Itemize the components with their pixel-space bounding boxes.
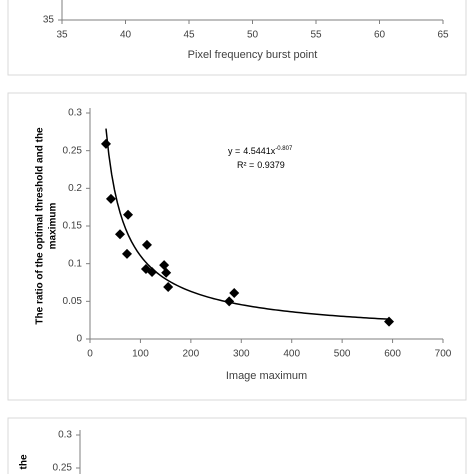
point (141, 239, 152, 250)
y-tick-label: 0.3 (68, 108, 82, 119)
eq-lhs: y = (228, 146, 240, 156)
point (122, 248, 133, 259)
y-axis-label: the (19, 454, 30, 469)
x-axis-label: Image maximum (226, 370, 307, 382)
point (159, 260, 170, 271)
panel-bottom (7, 417, 467, 474)
y-tick-label: 0.1 (68, 258, 82, 269)
point (100, 138, 111, 149)
panel-top (7, 0, 467, 76)
x-tick-label: 0 (87, 349, 93, 360)
point (147, 266, 158, 277)
point (229, 288, 240, 299)
point (105, 193, 116, 204)
x-axis-label: Pixel frequency burst point (188, 49, 318, 61)
x-tick-label: 60 (374, 30, 386, 41)
x-tick-label: 65 (437, 30, 449, 41)
x-tick-label: 400 (283, 349, 300, 360)
x-tick-label: 35 (56, 30, 68, 41)
y-tick-label: 35 (43, 15, 55, 26)
eq-coef: 4.5441 (243, 146, 271, 156)
trend-equation: y = 4.5441x-0.807 (228, 146, 293, 157)
y-tick-label: 0.25 (53, 463, 73, 474)
point (161, 267, 172, 278)
x-tick-label: 300 (233, 349, 250, 360)
x-tick-label: 45 (183, 30, 195, 41)
r2-label: R² = (237, 160, 254, 170)
y-tick-label: 0.05 (63, 296, 83, 307)
y-tick-label: 0.3 (58, 430, 72, 441)
x-tick-label: 50 (247, 30, 259, 41)
x-tick-label: 700 (435, 349, 452, 360)
point (115, 229, 126, 240)
point (163, 282, 174, 293)
x-tick-label: 55 (310, 30, 322, 41)
r2-value: 0.9379 (257, 160, 285, 170)
panel-middle (7, 92, 467, 401)
point (123, 209, 134, 220)
x-tick-label: 600 (384, 349, 401, 360)
y-tick-label: 0 (76, 334, 82, 345)
y-tick-label: 0.2 (68, 183, 82, 194)
x-tick-label: 100 (132, 349, 149, 360)
point (224, 296, 235, 307)
point (384, 316, 395, 327)
x-tick-label: 40 (120, 30, 132, 41)
y-axis-label: maximum (48, 203, 59, 250)
trend-r2: R² = 0.9379 (237, 160, 285, 170)
y-axis-label: The ratio of the optimal threshold and t… (35, 127, 46, 325)
y-tick-label: 0.15 (63, 221, 83, 232)
x-tick-label: 500 (334, 349, 351, 360)
eq-exp: -0.807 (275, 146, 293, 152)
x-tick-label: 200 (183, 349, 200, 360)
eq-var: x (271, 146, 276, 156)
y-tick-label: 0.25 (63, 145, 83, 156)
